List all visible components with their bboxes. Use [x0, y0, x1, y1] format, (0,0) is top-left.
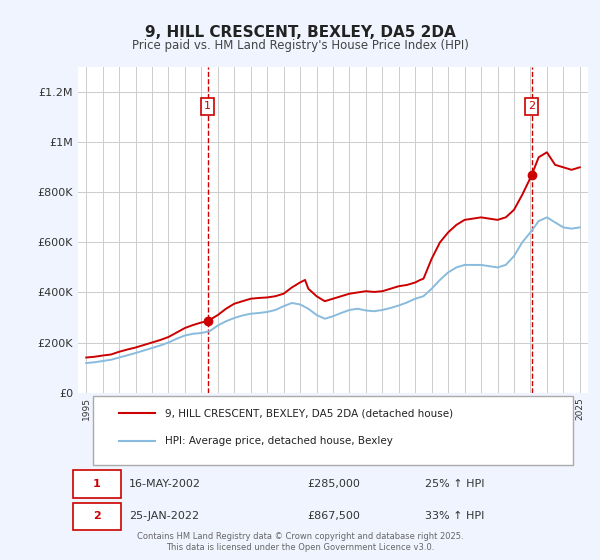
Text: 25-JAN-2022: 25-JAN-2022 [129, 511, 199, 521]
Text: HPI: Average price, detached house, Bexley: HPI: Average price, detached house, Bexl… [164, 436, 392, 446]
Text: 1: 1 [204, 101, 211, 111]
Text: 1: 1 [93, 479, 101, 489]
FancyBboxPatch shape [73, 470, 121, 497]
Text: 9, HILL CRESCENT, BEXLEY, DA5 2DA (detached house): 9, HILL CRESCENT, BEXLEY, DA5 2DA (detac… [164, 408, 453, 418]
Text: £867,500: £867,500 [308, 511, 361, 521]
Text: 16-MAY-2002: 16-MAY-2002 [129, 479, 201, 489]
Text: 9, HILL CRESCENT, BEXLEY, DA5 2DA: 9, HILL CRESCENT, BEXLEY, DA5 2DA [145, 25, 455, 40]
Text: £285,000: £285,000 [308, 479, 361, 489]
FancyBboxPatch shape [73, 503, 121, 530]
Text: 25% ↑ HPI: 25% ↑ HPI [425, 479, 484, 489]
FancyBboxPatch shape [94, 396, 573, 465]
Text: Price paid vs. HM Land Registry's House Price Index (HPI): Price paid vs. HM Land Registry's House … [131, 39, 469, 52]
Text: 33% ↑ HPI: 33% ↑ HPI [425, 511, 484, 521]
Text: 2: 2 [528, 101, 535, 111]
Text: 2: 2 [93, 511, 101, 521]
Text: Contains HM Land Registry data © Crown copyright and database right 2025.
This d: Contains HM Land Registry data © Crown c… [137, 532, 463, 552]
